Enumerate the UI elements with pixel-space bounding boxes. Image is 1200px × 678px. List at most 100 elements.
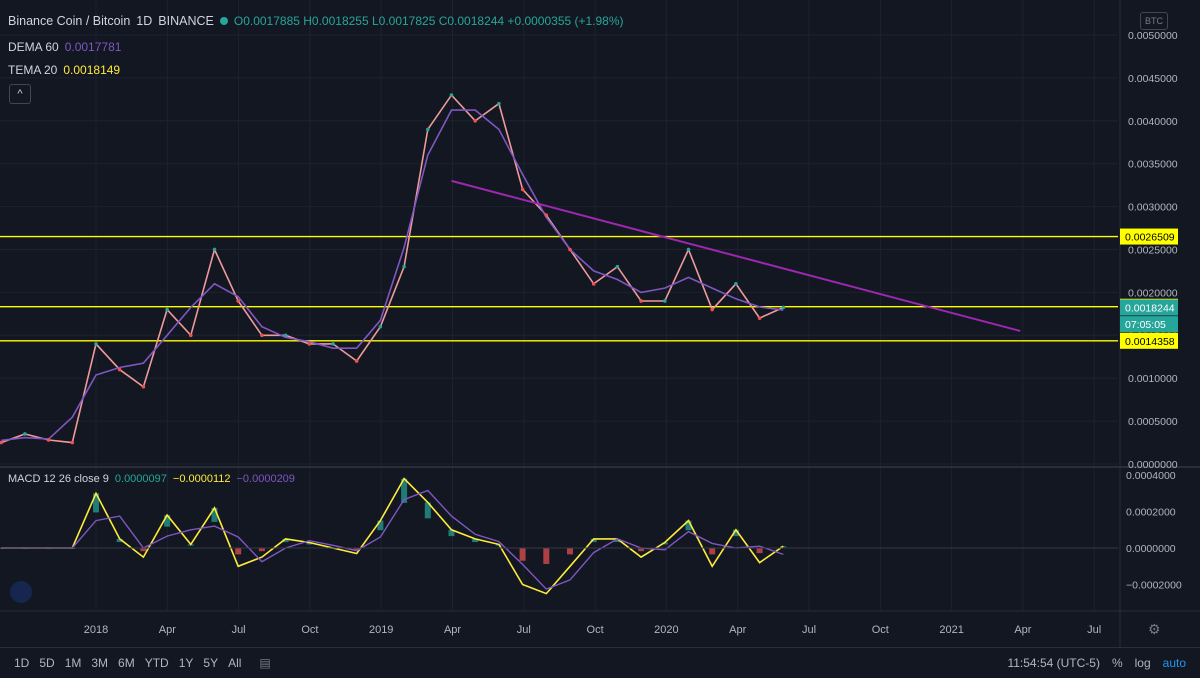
price-tag[interactable] <box>1120 228 1178 245</box>
macd-histogram-bar <box>685 520 692 531</box>
macd-histogram-bar <box>353 548 360 550</box>
macd-histogram-bar <box>543 548 550 564</box>
time-axis-label: Apr <box>444 624 461 636</box>
price-point <box>70 440 75 445</box>
price-point <box>0 440 3 445</box>
price-point <box>734 282 738 286</box>
price-tag[interactable] <box>1120 332 1178 349</box>
currency-label[interactable]: BTC <box>1140 12 1168 30</box>
time-axis-label: 2018 <box>84 624 108 636</box>
symbol-title[interactable]: Binance Coin / Bitcoin <box>8 14 131 28</box>
tema-legend[interactable]: TEMA 20 0.0018149 <box>8 63 120 77</box>
price-point <box>710 307 714 312</box>
dema-line <box>1 109 784 442</box>
price-point <box>402 264 406 269</box>
macd-histogram-bar <box>732 529 739 537</box>
range-button-1m[interactable]: 1M <box>64 656 82 670</box>
macd-signal-value: −0.0000209 <box>236 473 295 485</box>
trend-line[interactable] <box>451 179 1021 332</box>
price-point <box>781 305 786 310</box>
price-point <box>449 93 454 97</box>
macd-line-value: −0.0000112 <box>172 473 231 485</box>
price-point <box>473 119 478 123</box>
time-axis-label: 2020 <box>654 624 678 636</box>
price-tag-label: 0.0014358 <box>1125 336 1175 348</box>
macd-legend[interactable]: MACD 12 26 close 9 0.0000097 −0.0000112 … <box>8 473 295 485</box>
symbol-legend: Binance Coin / Bitcoin 1D BINANCE O0.001… <box>8 14 624 28</box>
date-range-icon[interactable]: ▤ <box>259 656 271 670</box>
price-axis-label: 0.0010000 <box>1128 373 1178 385</box>
range-button-ytd[interactable]: YTD <box>144 656 169 670</box>
time-axis-label: Oct <box>301 624 318 636</box>
range-button-3m[interactable]: 3M <box>91 656 109 670</box>
range-button-1d[interactable]: 1D <box>14 656 30 670</box>
clock[interactable]: 11:54:54 (UTC-5) <box>1007 656 1100 670</box>
range-buttons: 1D 5D 1M 3M 6M YTD 1Y 5Y All <box>14 656 241 670</box>
time-axis-label: Oct <box>872 624 889 636</box>
range-button-5y[interactable]: 5Y <box>203 656 219 670</box>
price-axis-label: 0.0005000 <box>1128 416 1178 428</box>
macd-histogram-bar <box>93 493 99 513</box>
interval-label[interactable]: 1D <box>136 14 153 28</box>
price-point <box>46 438 51 442</box>
macd-signal-line <box>1 489 784 590</box>
price-series-line <box>0 93 784 444</box>
time-axis-label: Oct <box>587 624 604 636</box>
price-point <box>260 333 264 338</box>
macd-histogram-bar <box>377 520 384 531</box>
price-axis-label: 0.0030000 <box>1128 202 1178 214</box>
macd-histogram-bar <box>709 548 716 555</box>
price-tag[interactable] <box>1120 316 1178 333</box>
price-point <box>212 247 217 252</box>
price-point <box>165 307 169 312</box>
macd-histogram-bar <box>140 548 147 552</box>
price-point <box>615 264 620 269</box>
market-status-icon <box>219 17 228 25</box>
macd-histogram-bar <box>401 478 408 503</box>
macd-axis-label: −0.0002000 <box>1126 580 1182 592</box>
price-point <box>141 384 146 389</box>
macd-histogram-bar <box>211 507 218 522</box>
macd-histogram-bar <box>567 548 573 555</box>
tema-label: TEMA 20 <box>8 63 58 77</box>
range-button-all[interactable]: All <box>228 656 242 670</box>
time-axis-label: Jul <box>517 624 531 636</box>
auto-toggle[interactable]: auto <box>1162 656 1186 670</box>
price-point <box>426 127 430 132</box>
price-point <box>189 333 193 338</box>
macd-histogram-bar <box>258 548 265 552</box>
macd-axis-label: 0.0000000 <box>1126 543 1176 555</box>
range-button-5d[interactable]: 5D <box>39 656 55 670</box>
price-point <box>117 367 122 372</box>
bottom-toolbar: 1D 5D 1M 3M 6M YTD 1Y 5Y All ▤ 11:54:54 (UTC-5) … <box>0 647 1200 678</box>
macd-histogram-value: 0.0000097 <box>114 473 167 485</box>
log-toggle[interactable]: log <box>1134 656 1151 670</box>
price-point <box>283 333 288 338</box>
tema-value: 0.0018149 <box>63 63 121 77</box>
time-axis-label: Apr <box>729 624 746 636</box>
collapse-legend-button[interactable]: ^ <box>9 84 31 104</box>
dema-value: 0.0017781 <box>64 40 122 54</box>
price-chart[interactable]: 2018 Apr Jul Oct 2019 Apr Jul Oct 2020 Apr Jul Oct 2… <box>0 0 1200 647</box>
percent-toggle[interactable]: % <box>1111 656 1123 670</box>
settings-gear-icon[interactable]: ⚙ <box>1148 621 1161 637</box>
price-axis-label: 0.0035000 <box>1128 159 1178 171</box>
macd-histogram-bar <box>282 538 289 543</box>
tradingview-logo-icon[interactable] <box>10 581 32 603</box>
macd-histogram-bar <box>519 548 526 561</box>
price-point <box>757 316 762 320</box>
range-button-6m[interactable]: 6M <box>118 656 135 670</box>
price-point <box>663 299 667 303</box>
price-tag-label: 0.0018244 <box>1125 302 1175 314</box>
macd-label: MACD 12 26 close 9 <box>8 473 109 485</box>
time-axis-label: Jul <box>802 624 816 636</box>
exchange-label: BINANCE <box>158 14 214 28</box>
price-tag-label: 07:05:05 <box>1125 319 1166 331</box>
macd-axis-label: 0.0002000 <box>1126 507 1176 519</box>
dema-legend[interactable]: DEMA 60 0.0017781 <box>8 40 121 54</box>
range-button-1y[interactable]: 1Y <box>178 656 194 670</box>
price-tag[interactable] <box>1120 299 1178 316</box>
price-axis-label: 0.0025000 <box>1128 245 1178 257</box>
macd-histogram-bar <box>590 538 597 543</box>
time-axis-label: Jul <box>232 624 246 636</box>
